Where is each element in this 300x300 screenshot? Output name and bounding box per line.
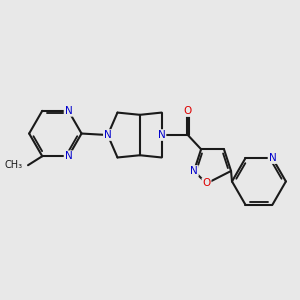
Text: CH₃: CH₃ [5, 160, 23, 170]
Text: N: N [268, 153, 276, 163]
Text: N: N [104, 130, 112, 140]
Text: O: O [202, 178, 211, 188]
Text: N: N [190, 166, 198, 176]
Text: O: O [184, 106, 192, 116]
Text: N: N [64, 106, 72, 116]
Text: N: N [64, 151, 72, 161]
Text: N: N [158, 130, 166, 140]
